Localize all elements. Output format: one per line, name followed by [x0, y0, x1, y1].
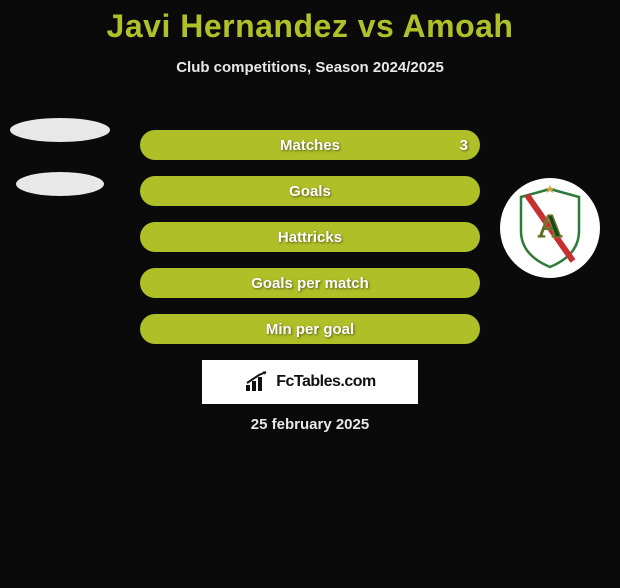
stat-row: Hattricks: [140, 222, 480, 252]
stat-row: Goals: [140, 176, 480, 206]
placeholder-ellipse: [16, 172, 104, 196]
page-subtitle: Club competitions, Season 2024/2025: [0, 59, 620, 76]
date-text: 25 february 2025: [0, 416, 620, 433]
stat-row: Matches 3: [140, 130, 480, 160]
stat-label: Min per goal: [266, 321, 354, 338]
svg-text:A: A: [538, 208, 563, 245]
stat-label: Matches: [280, 137, 340, 154]
crest-icon: A A: [513, 185, 587, 271]
stat-row: Goals per match: [140, 268, 480, 298]
stat-rows-container: Matches 3 Goals Hattricks Goals per match Min…: [140, 130, 480, 360]
brand-badge: FcTables.com: [202, 360, 418, 404]
stat-label: Hattricks: [278, 229, 342, 246]
stat-label: Goals: [289, 183, 331, 200]
stat-row: Min per goal: [140, 314, 480, 344]
player-right-crest: A A: [500, 178, 600, 278]
brand-text: FcTables.com: [276, 373, 376, 391]
brand-chart-icon: [244, 371, 270, 393]
stat-label: Goals per match: [251, 275, 369, 292]
stat-right-value: 3: [460, 137, 468, 154]
page-title: Javi Hernandez vs Amoah: [0, 8, 620, 45]
player-left-avatar: [10, 118, 110, 218]
placeholder-ellipse: [10, 118, 110, 142]
